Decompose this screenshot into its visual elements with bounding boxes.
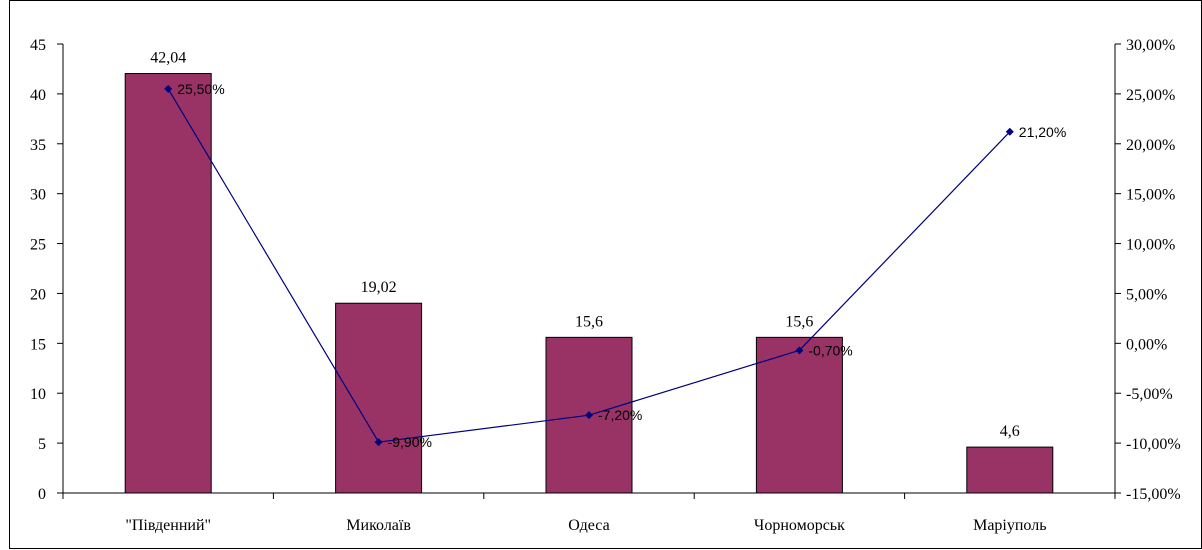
right-tick-label: -10,00%	[1126, 436, 1181, 453]
bar-value-label: 15,6	[575, 313, 603, 330]
x-tick-label: Миколаїв	[346, 517, 411, 534]
right-tick-label: 5,00%	[1126, 286, 1167, 303]
x-tick-label: Маріуполь	[973, 517, 1046, 534]
bar-value-label: 15,6	[785, 313, 813, 330]
right-tick-label: 25,00%	[1126, 87, 1175, 104]
x-tick-label: "Південний"	[125, 517, 211, 534]
left-tick-label: 25	[30, 237, 46, 254]
x-axis: "Південний" Миколаїв Одеса Чорноморськ Маріу…	[62, 492, 1116, 534]
series-point	[164, 84, 173, 93]
bar-value-label: 42,04	[150, 50, 186, 67]
right-tick-label: -15,00%	[1126, 486, 1181, 503]
left-tick-label: 20	[30, 286, 46, 303]
bar-series: 42,04 19,02 15,6 15,6 4,6	[124, 50, 1054, 494]
right-tick-label: 30,00%	[1126, 37, 1175, 54]
bar-value-label: 4,6	[1000, 423, 1020, 440]
series-point	[1005, 127, 1014, 136]
bar	[755, 336, 843, 494]
series-point	[374, 438, 383, 447]
right-tick-label: -5,00%	[1126, 386, 1173, 403]
bar	[124, 73, 212, 494]
series-point-label: 21,20%	[1019, 124, 1066, 140]
left-tick-label: 0	[38, 486, 46, 503]
series-point-label: -7,20%	[598, 407, 642, 423]
left-tick-label: 45	[30, 37, 46, 54]
right-tick-label: 0,00%	[1126, 336, 1167, 353]
x-tick-label: Чорноморськ	[754, 517, 845, 534]
right-tick-label: 15,00%	[1126, 187, 1175, 204]
left-tick-label: 35	[30, 137, 46, 154]
series-point	[585, 411, 593, 420]
left-tick-label: 40	[30, 87, 46, 104]
x-tick-label: Одеса	[568, 517, 609, 534]
series-point	[795, 346, 804, 355]
bar	[335, 302, 423, 494]
left-y-axis: 0 5 10 15 20 25 30 35 40 45	[30, 37, 64, 503]
line-series: 25,50% -9,90% -7,20% -0,70% 21,20%	[164, 81, 1066, 450]
right-tick-label: 10,00%	[1126, 237, 1175, 254]
bar	[966, 446, 1054, 494]
right-tick-label: 20,00%	[1126, 137, 1175, 154]
left-tick-label: 5	[38, 436, 46, 453]
left-tick-label: 10	[30, 386, 46, 403]
series-point-label: -9,90%	[388, 434, 432, 450]
right-y-axis: -15,00% -10,00% -5,00% 0,00% 5,00% 10,00% 15,0…	[1114, 37, 1181, 503]
left-tick-label: 30	[30, 187, 46, 204]
series-point-label: -0,70%	[808, 342, 852, 358]
series-point-label: 25,50%	[177, 81, 224, 97]
bar-value-label: 19,02	[361, 279, 397, 296]
left-tick-label: 15	[30, 336, 46, 353]
